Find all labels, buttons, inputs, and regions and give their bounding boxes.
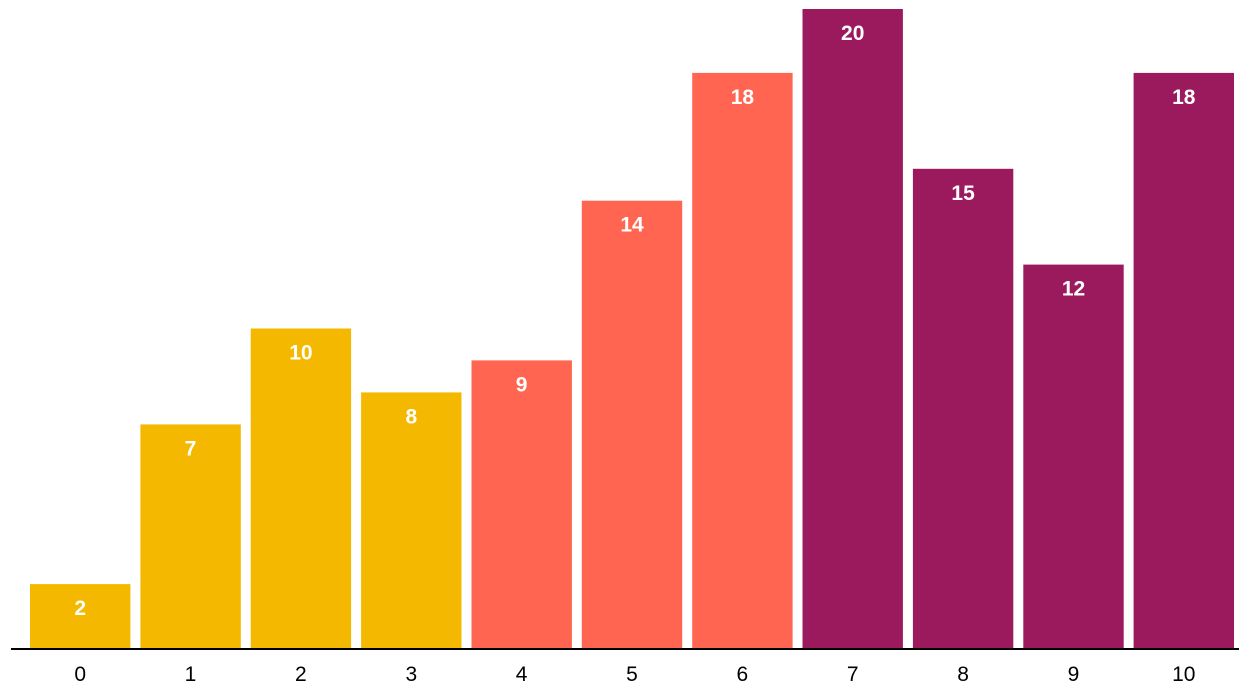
bar-value-label-6: 18: [731, 86, 755, 109]
x-tick-label-6: 6: [737, 663, 749, 686]
x-tick-label-8: 8: [957, 663, 969, 686]
bar-0: [30, 584, 131, 648]
bar-4: [471, 360, 572, 648]
x-tick-label-0: 0: [74, 663, 86, 686]
bar-2: [250, 328, 352, 648]
bars-group: [30, 9, 1234, 649]
bar-3: [361, 392, 462, 648]
bar-labels-group: 2 7 10 8 9 14 18 20 15 12 18: [74, 22, 1195, 620]
x-tick-label-9: 9: [1068, 663, 1080, 686]
bar-8: [912, 168, 1014, 649]
bar-value-label-9: 12: [1062, 278, 1085, 301]
bar-value-label-2: 10: [289, 342, 312, 365]
bar-value-label-4: 9: [516, 373, 528, 396]
x-tick-labels-group: 0 1 2 3 4 5 6 7 8 9 10: [74, 663, 1195, 686]
bar-7: [802, 9, 903, 648]
bar-value-label-3: 8: [405, 405, 417, 428]
x-tick-label-7: 7: [847, 663, 859, 686]
bar-9: [1023, 264, 1124, 648]
bar-value-label-8: 15: [951, 182, 975, 205]
x-tick-label-1: 1: [185, 663, 197, 686]
x-tick-label-3: 3: [405, 663, 417, 686]
bar-6: [692, 72, 793, 648]
bar-value-label-1: 7: [185, 437, 197, 460]
bar-value-label-0: 2: [74, 597, 86, 620]
bar-value-label-5: 14: [620, 214, 644, 237]
bar-10: [1133, 72, 1234, 648]
x-tick-label-2: 2: [295, 663, 307, 686]
x-tick-label-4: 4: [516, 663, 528, 686]
bar-1: [140, 424, 241, 649]
bar-value-label-7: 20: [841, 22, 864, 45]
x-tick-label-5: 5: [626, 663, 638, 686]
x-tick-label-10: 10: [1172, 663, 1195, 686]
bar-5: [581, 200, 683, 648]
bar-value-label-10: 18: [1172, 86, 1196, 109]
